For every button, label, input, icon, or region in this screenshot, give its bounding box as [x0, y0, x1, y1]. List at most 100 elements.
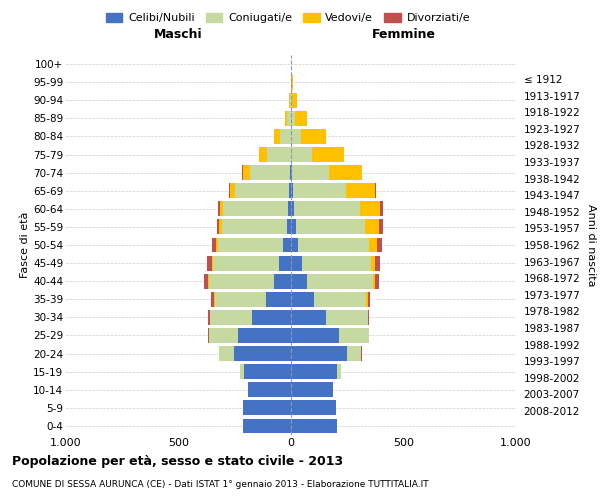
Bar — [291, 238, 298, 252]
Bar — [274, 274, 291, 288]
Bar — [373, 274, 376, 288]
Bar — [218, 202, 220, 216]
Bar — [337, 364, 341, 379]
Bar — [289, 184, 291, 198]
Bar — [208, 274, 209, 288]
Bar — [291, 328, 340, 343]
Bar — [229, 184, 230, 198]
Bar — [340, 328, 368, 343]
Bar — [259, 147, 267, 162]
Bar — [368, 310, 370, 325]
Bar — [244, 364, 291, 379]
Bar — [376, 274, 379, 288]
Bar — [291, 202, 294, 216]
Bar — [223, 202, 289, 216]
Bar — [347, 346, 361, 361]
Text: COMUNE DI SESSA AURUNCA (CE) - Dati ISTAT 1° gennaio 2013 - Elaborazione TUTTITA: COMUNE DI SESSA AURUNCA (CE) - Dati ISTA… — [12, 480, 428, 489]
Bar — [215, 292, 266, 306]
Text: Femmine: Femmine — [371, 28, 436, 40]
Bar — [380, 202, 383, 216]
Bar — [242, 418, 291, 434]
Bar — [274, 129, 280, 144]
Bar — [292, 93, 296, 108]
Bar — [210, 310, 251, 325]
Bar — [365, 220, 379, 234]
Bar — [291, 382, 332, 397]
Bar — [291, 111, 295, 126]
Bar — [209, 328, 238, 343]
Bar — [248, 382, 291, 397]
Bar — [230, 184, 235, 198]
Bar — [250, 165, 290, 180]
Y-axis label: Anni di nascita: Anni di nascita — [586, 204, 596, 286]
Bar — [377, 238, 382, 252]
Bar — [243, 165, 250, 180]
Bar — [209, 274, 274, 288]
Bar — [220, 202, 223, 216]
Bar — [204, 274, 208, 288]
Bar — [216, 238, 218, 252]
Bar — [291, 93, 292, 108]
Bar — [208, 310, 210, 325]
Bar — [291, 220, 296, 234]
Bar — [235, 184, 289, 198]
Bar — [212, 256, 214, 270]
Bar — [329, 165, 362, 180]
Bar — [292, 165, 329, 180]
Bar — [212, 238, 216, 252]
Bar — [214, 256, 278, 270]
Bar — [292, 74, 293, 90]
Bar — [217, 220, 220, 234]
Bar — [307, 274, 373, 288]
Bar — [241, 364, 244, 379]
Bar — [371, 256, 375, 270]
Bar — [233, 346, 291, 361]
Bar — [375, 256, 380, 270]
Bar — [294, 202, 360, 216]
Bar — [211, 292, 214, 306]
Legend: Celibi/Nubili, Coniugati/e, Vedovi/e, Divorziati/e: Celibi/Nubili, Coniugati/e, Vedovi/e, Di… — [101, 8, 475, 28]
Text: Maschi: Maschi — [154, 28, 203, 40]
Bar — [220, 220, 222, 234]
Bar — [291, 418, 337, 434]
Bar — [379, 220, 383, 234]
Bar — [291, 292, 314, 306]
Bar — [314, 292, 367, 306]
Bar — [295, 111, 307, 126]
Bar — [219, 346, 233, 361]
Bar — [291, 310, 326, 325]
Bar — [375, 184, 376, 198]
Bar — [291, 364, 337, 379]
Bar — [368, 238, 377, 252]
Y-axis label: Fasce di età: Fasce di età — [20, 212, 30, 278]
Bar — [222, 220, 287, 234]
Bar — [287, 111, 291, 126]
Bar — [291, 165, 292, 180]
Bar — [285, 111, 287, 126]
Bar — [289, 202, 291, 216]
Bar — [296, 220, 365, 234]
Bar — [290, 93, 291, 108]
Bar — [292, 147, 312, 162]
Text: Popolazione per età, sesso e stato civile - 2013: Popolazione per età, sesso e stato civil… — [12, 455, 343, 468]
Bar — [360, 202, 380, 216]
Bar — [326, 310, 367, 325]
Bar — [291, 184, 293, 198]
Bar — [291, 274, 307, 288]
Bar — [266, 292, 291, 306]
Bar — [242, 400, 291, 415]
Bar — [312, 147, 344, 162]
Bar — [367, 292, 370, 306]
Bar — [301, 129, 326, 144]
Bar — [291, 256, 302, 270]
Bar — [251, 310, 291, 325]
Bar — [267, 147, 290, 162]
Bar — [283, 238, 291, 252]
Bar — [218, 238, 283, 252]
Bar — [291, 129, 301, 144]
Bar — [302, 256, 371, 270]
Bar — [291, 400, 336, 415]
Bar — [208, 328, 209, 343]
Bar — [238, 328, 291, 343]
Bar — [290, 165, 291, 180]
